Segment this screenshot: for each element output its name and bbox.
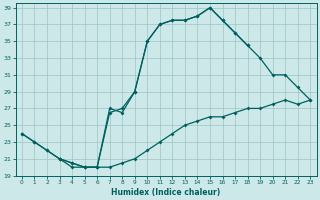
X-axis label: Humidex (Indice chaleur): Humidex (Indice chaleur) [111, 188, 221, 197]
